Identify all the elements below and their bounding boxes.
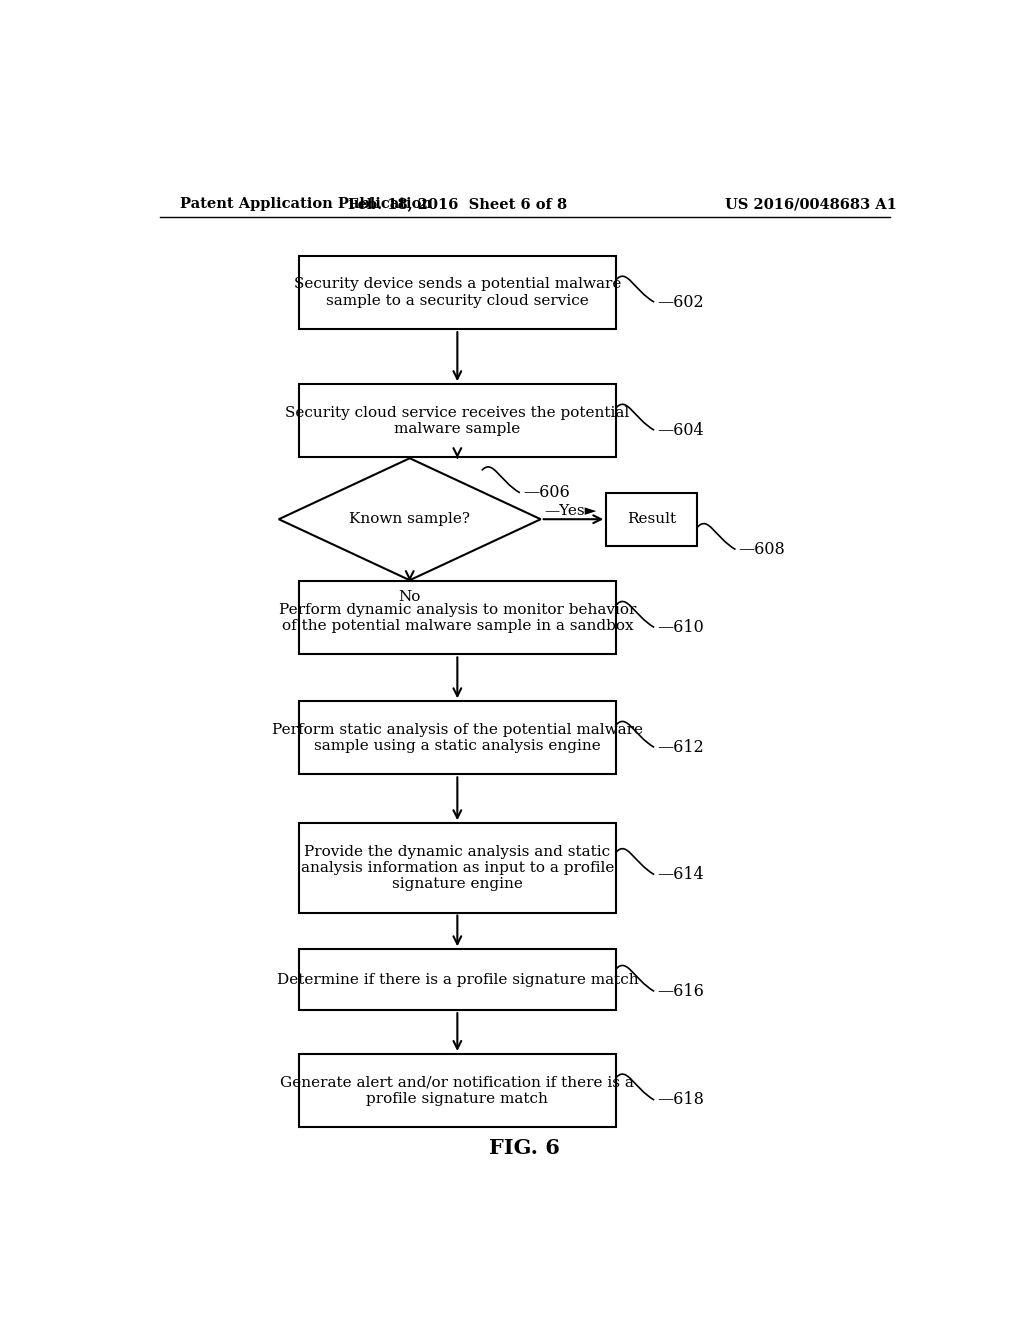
Text: Known sample?: Known sample? [349,512,470,527]
Text: FIG. 6: FIG. 6 [489,1138,560,1159]
Text: —612: —612 [657,739,705,756]
Text: —606: —606 [523,484,569,502]
Text: Security device sends a potential malware
sample to a security cloud service: Security device sends a potential malwar… [294,277,621,308]
FancyBboxPatch shape [299,824,616,912]
Text: Perform dynamic analysis to monitor behavior
of the potential malware sample in : Perform dynamic analysis to monitor beha… [279,603,636,632]
Text: —604: —604 [657,421,703,438]
Text: —602: —602 [657,293,703,310]
FancyBboxPatch shape [299,384,616,457]
Text: —618: —618 [657,1092,705,1109]
Text: —608: —608 [738,541,785,558]
Polygon shape [279,458,541,581]
FancyBboxPatch shape [299,701,616,775]
FancyBboxPatch shape [299,949,616,1010]
Text: US 2016/0048683 A1: US 2016/0048683 A1 [725,197,896,211]
Text: No: No [398,590,421,605]
Text: Feb. 18, 2016  Sheet 6 of 8: Feb. 18, 2016 Sheet 6 of 8 [348,197,567,211]
Text: —614: —614 [657,866,705,883]
Text: —610: —610 [657,619,705,636]
Text: Patent Application Publication: Patent Application Publication [179,197,431,211]
Text: Security cloud service receives the potential
malware sample: Security cloud service receives the pote… [286,405,630,436]
Text: Determine if there is a profile signature match: Determine if there is a profile signatur… [276,973,638,986]
Text: Provide the dynamic analysis and static
analysis information as input to a profi: Provide the dynamic analysis and static … [301,845,614,891]
FancyBboxPatch shape [299,1053,616,1127]
Text: Result: Result [628,512,676,527]
Text: Perform static analysis of the potential malware
sample using a static analysis : Perform static analysis of the potential… [271,722,643,752]
Text: Generate alert and/or notification if there is a
profile signature match: Generate alert and/or notification if th… [281,1076,634,1106]
FancyBboxPatch shape [299,256,616,329]
Text: —Yes►: —Yes► [545,504,597,517]
FancyBboxPatch shape [606,492,697,545]
Text: —616: —616 [657,983,705,999]
FancyBboxPatch shape [299,581,616,655]
